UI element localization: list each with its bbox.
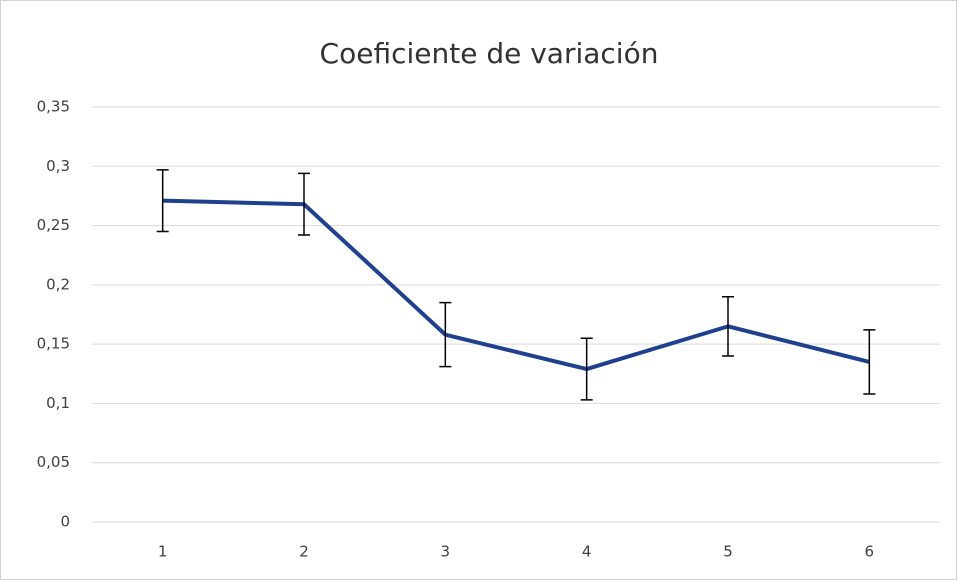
y-tick-label: 0,1 (46, 394, 70, 412)
y-tick-label: 0,05 (37, 453, 70, 471)
error-bar (156, 169, 169, 233)
data-line (162, 198, 870, 372)
x-tick-label: 2 (299, 543, 309, 561)
error-bar (722, 295, 734, 357)
y-tick-label: 0,15 (37, 335, 70, 353)
chart-title: Coeficiente de variación (320, 37, 659, 70)
error-bar (580, 337, 593, 401)
y-tick-label: 0,3 (46, 157, 70, 175)
y-tick-label: 0,35 (37, 98, 70, 116)
x-tick-label: 1 (158, 543, 168, 561)
error-bar (439, 301, 452, 368)
error-bar (863, 329, 876, 395)
y-tick-label: 0 (60, 513, 70, 531)
y-tick-label: 0,25 (37, 216, 70, 234)
x-tick-label: 3 (441, 543, 451, 561)
y-tick-label: 0,2 (46, 275, 70, 293)
error-bar (298, 172, 310, 236)
x-tick-label: 6 (865, 543, 875, 561)
x-tick-label: 4 (582, 543, 592, 561)
x-tick-label: 5 (723, 543, 733, 561)
